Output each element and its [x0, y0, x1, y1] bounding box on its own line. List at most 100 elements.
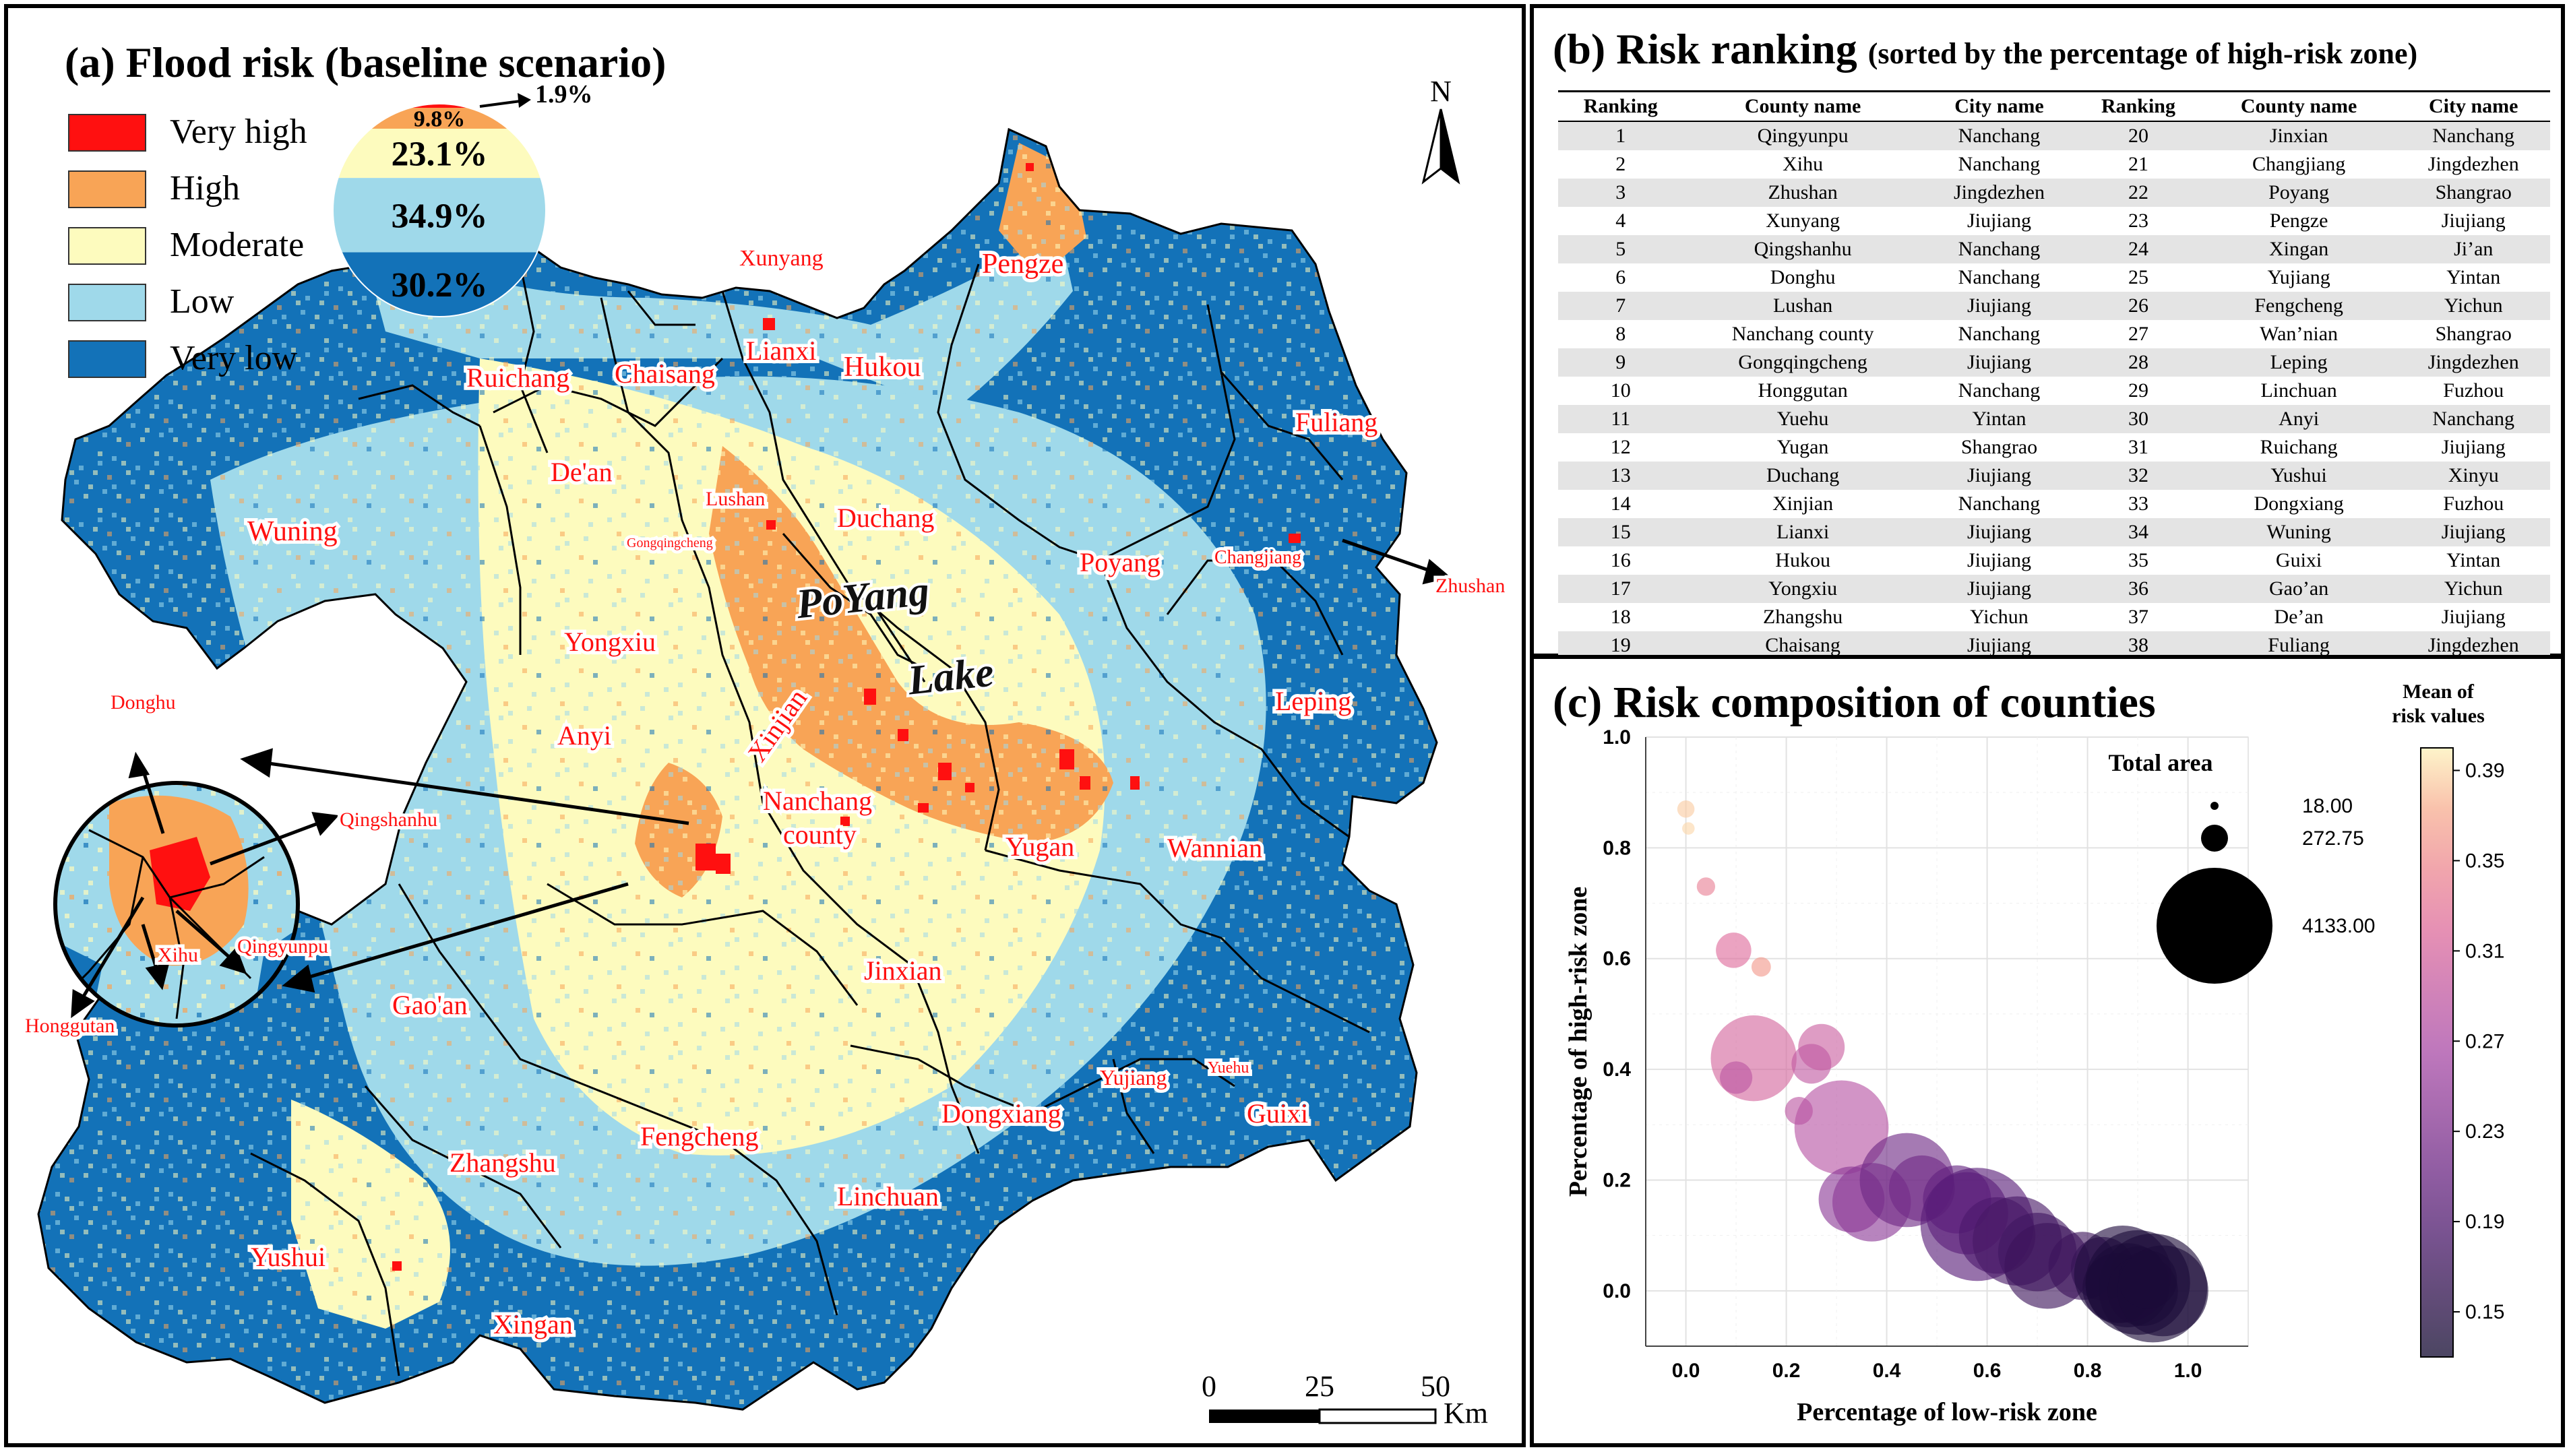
very-high-pointer-head [518, 93, 531, 108]
cell-county: Lushan [1683, 292, 1923, 320]
label-qingshanhu: Qingshanhu [340, 809, 437, 831]
colorbar-tick-label-6: 0.15 [2465, 1301, 2504, 1323]
panel-b-subtitle: (sorted by the percentage of high-risk z… [1867, 37, 2418, 70]
data-point-7 [1791, 1044, 1832, 1084]
cell-city: Nanchang [1958, 153, 2041, 175]
scale-segment-white [1318, 1408, 1437, 1424]
label-yugan: Yugan [1005, 831, 1074, 862]
cell-rank: 13 [1558, 462, 1683, 490]
cell-rank: 12 [1610, 436, 1631, 458]
label-wuning: Wuning [247, 516, 338, 547]
cell-rank: 14 [1610, 493, 1631, 515]
cell-city: Nanchang [1958, 323, 2041, 345]
size-legend-label-0: 18.00 [2302, 795, 2353, 817]
cell-rank: 7 [1558, 292, 1683, 320]
cell-rank: 11 [1558, 405, 1683, 433]
cell-county: Guixi [2275, 549, 2322, 571]
cell-rank: 5 [1558, 235, 1683, 263]
north-arrow-left [1421, 108, 1442, 185]
scale-segment-black [1209, 1410, 1320, 1423]
cell-county: Duchang [1683, 462, 1923, 490]
table-row: 14 Xinjian Nanchang 33 Dongxiang Fuzhou [1558, 490, 2550, 518]
cell-county: Gongqingcheng [1683, 348, 1923, 377]
lake-label-lake: Lake [905, 650, 996, 704]
panel-a-title: (a) Flood risk (baseline scenario) [65, 38, 667, 86]
cell-county: Ruichang [2260, 436, 2338, 458]
label-yongxiu: Yongxiu [564, 627, 656, 657]
cell-county: Zhushan [1683, 179, 1923, 207]
table-row: 18 Zhangshu Yichun 37 De’an Jiujiang [1558, 603, 2550, 631]
cell-rank: 10 [1610, 379, 1631, 402]
cell-city: Shangrao [2396, 179, 2550, 207]
flood-risk-map: Xunyang Pengze Lianxi Hukou Ruichang Cha… [22, 75, 1508, 1430]
cell-city: Nanchang [1922, 235, 2076, 263]
legend-swatch-very-high [68, 114, 146, 152]
label-hukou: Hukou [844, 352, 921, 383]
north-label: N [1430, 75, 1452, 108]
label-yushui: Yushui [251, 1242, 326, 1272]
cell-city: Yichun [2396, 292, 2550, 320]
table-row: 7 Lushan Jiujiang 26 Fengcheng Yichun [1558, 292, 2550, 320]
label-gongqingcheng: Gongqingcheng [627, 536, 713, 550]
cell-rank: 36 [2076, 575, 2201, 603]
cell-county: Fengcheng [2200, 292, 2397, 320]
cell-county: Pengze [2269, 210, 2328, 232]
cell-city: Ji’an [2396, 235, 2550, 263]
cell-county: Yushui [2200, 462, 2397, 490]
y-tick-label-2: 0.4 [1603, 1058, 1631, 1081]
cell-city: Yintan [2446, 266, 2501, 288]
data-point-32 [2118, 1251, 2177, 1309]
cell-city: Yintan [2446, 549, 2501, 571]
header-ranking-2: Ranking [2076, 90, 2201, 122]
y-tick-label-4: 0.8 [1603, 837, 1631, 859]
cell-rank: 2 [1615, 153, 1626, 175]
cell-county: Xingan [2200, 235, 2397, 263]
cell-city: Nanchang [1958, 266, 2041, 288]
x-tick-label-2: 0.4 [1873, 1360, 1901, 1382]
inset-arrows [71, 538, 1452, 1019]
label-changjiang: Changjiang [1214, 547, 1301, 568]
colorbar-tick-label-4: 0.23 [2465, 1120, 2504, 1143]
size-legend-circle-0 [2210, 802, 2219, 810]
cell-rank: 16 [1610, 549, 1631, 571]
header-county-name-1: County name [1683, 90, 1923, 122]
header-ranking-1: Ranking [1558, 90, 1683, 122]
header-county-name-2: County name [2200, 90, 2397, 122]
x-tick-label-4: 0.8 [2074, 1360, 2102, 1382]
label-linchuan: Linchuan [837, 1181, 939, 1211]
label-lianxi: Lianxi [746, 336, 816, 366]
label-fengcheng: Fengcheng [640, 1121, 759, 1151]
colorbar-tick-label-0: 0.39 [2465, 759, 2504, 782]
table-row: 8 Nanchang county Nanchang 27 Wan’nian Shangr… [1558, 320, 2550, 348]
cell-county: Anyi [2200, 405, 2397, 433]
label-xingan: Xingan [493, 1309, 573, 1339]
cell-rank: 29 [2128, 379, 2148, 402]
table-row: 1 Qingyunpu Nanchang 20 Jinxian Nanchang [1558, 121, 2550, 150]
county-labels: Xunyang Pengze Lianxi Hukou Ruichang Cha… [22, 243, 1508, 1343]
chart-title: (c) Risk composition of counties [1553, 678, 2156, 727]
label-xihu: Xihu [158, 944, 198, 966]
cell-county: Xinjian [1772, 493, 1834, 515]
data-point-4 [1716, 932, 1752, 968]
circle-segment-4 [341, 252, 538, 317]
very-high-risk-cells [392, 163, 1301, 1271]
data-point-3 [1696, 877, 1716, 896]
legend-label-moderate: Moderate [170, 226, 304, 264]
north-arrow-right [1440, 108, 1460, 185]
flood-risk-map-panel: Xunyang Pengze Lianxi Hukou Ruichang Cha… [4, 4, 1526, 1447]
legend-label-very-low: Very low [170, 339, 298, 377]
cell-city: Fuzhou [2443, 493, 2504, 515]
cell-city: Nanchang [1958, 493, 2041, 515]
legend-label-very-high: Very high [170, 113, 307, 151]
size-legend-circle-1 [2201, 825, 2228, 852]
circle-label-2: 23.1% [392, 135, 488, 174]
cell-county: Wuning [2200, 518, 2397, 546]
cell-rank: 1 [1558, 121, 1683, 150]
cell-city: Jiujiang [1922, 348, 2076, 377]
cell-rank: 8 [1615, 323, 1626, 345]
cell-county: De’an [2274, 606, 2324, 628]
risk-composition-panel: 0.0 0.0 0.2 0.2 0.4 0.4 0.6 0.6 0.8 0.8 1.0 1.0 (c) … [1530, 655, 2565, 1447]
cell-county: Jinxian [2200, 121, 2397, 150]
label-yuehu: Yuehu [1208, 1059, 1249, 1077]
cell-city: Jiujiang [2396, 518, 2550, 546]
